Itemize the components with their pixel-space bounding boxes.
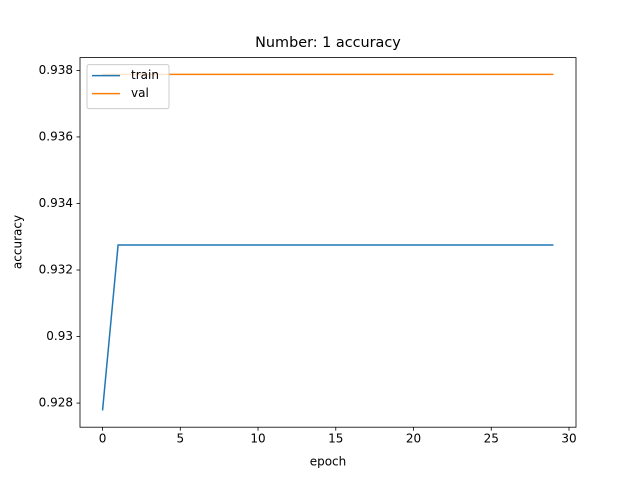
x-axis-label: epoch	[310, 455, 347, 469]
line-series	[101, 244, 554, 411]
x-tick-label: 5	[176, 432, 184, 446]
x-tick-label: 15	[328, 432, 343, 446]
legend-label: val	[131, 86, 149, 100]
y-tick-label: 0.938	[39, 63, 73, 77]
x-tick-label: 25	[484, 432, 499, 446]
x-tick-label: 30	[561, 432, 576, 446]
legend-label: train	[131, 68, 159, 82]
axes-frame	[79, 57, 577, 428]
y-tick-label: 0.934	[39, 196, 73, 210]
x-tick-label: 20	[406, 432, 421, 446]
y-tick-label: 0.932	[39, 263, 73, 277]
chart-title: Number: 1 accuracy	[255, 35, 401, 51]
x-tick-label: 0	[99, 432, 107, 446]
y-tick-label: 0.93	[46, 329, 73, 343]
y-tick-label: 0.928	[39, 396, 73, 410]
y-axis-label: accuracy	[11, 215, 25, 269]
y-tick-label: 0.936	[39, 129, 73, 143]
x-tick-label: 10	[250, 432, 265, 446]
